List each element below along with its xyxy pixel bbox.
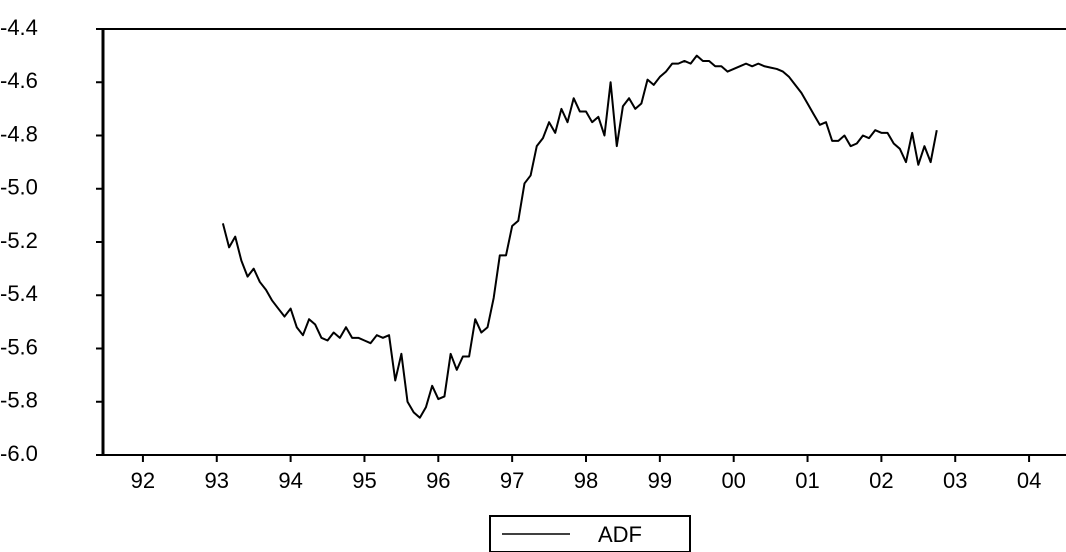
x-tick-label: 94 bbox=[278, 468, 302, 493]
x-tick-label: 02 bbox=[869, 468, 893, 493]
y-tick-label: -4.6 bbox=[0, 68, 38, 93]
x-tick-label: 00 bbox=[721, 468, 745, 493]
y-tick-label: -5.6 bbox=[0, 334, 38, 359]
x-tick-label: 98 bbox=[574, 468, 598, 493]
x-tick-label: 95 bbox=[352, 468, 376, 493]
x-tick-label: 01 bbox=[795, 468, 819, 493]
x-tick-label: 04 bbox=[1017, 468, 1041, 493]
y-tick-label: -4.4 bbox=[0, 15, 38, 40]
y-tick-label: -6.0 bbox=[0, 441, 38, 466]
y-tick-label: -4.8 bbox=[0, 121, 38, 146]
x-tick-label: 99 bbox=[648, 468, 672, 493]
x-tick-label: 96 bbox=[426, 468, 450, 493]
y-tick-label: -5.8 bbox=[0, 388, 38, 413]
x-tick-label: 92 bbox=[131, 468, 155, 493]
legend-label: ADF bbox=[598, 522, 642, 547]
x-tick-label: 03 bbox=[943, 468, 967, 493]
y-tick-label: -5.2 bbox=[0, 228, 38, 253]
y-tick-label: -5.0 bbox=[0, 175, 38, 200]
data-line bbox=[221, 54, 938, 419]
y-tick-label: -5.4 bbox=[0, 281, 38, 306]
x-tick-label: 97 bbox=[500, 468, 524, 493]
x-tick-label: 93 bbox=[205, 468, 229, 493]
